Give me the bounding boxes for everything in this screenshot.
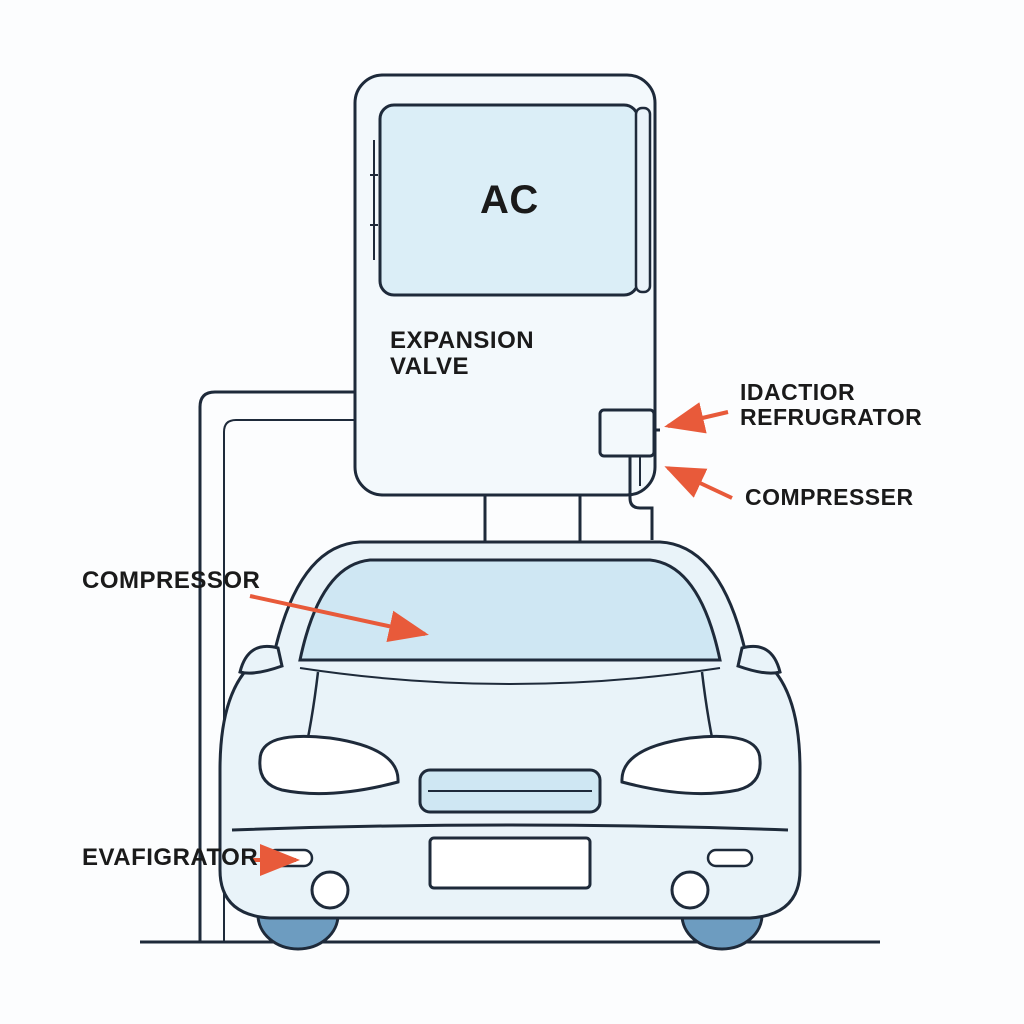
diagram-canvas: AC EXPANSIONVALVE IDACTIORREFRUGRATOR CO… (0, 0, 1024, 1024)
compressor-left-label: COMPRESSOR (82, 568, 260, 594)
mirror-left (240, 646, 282, 673)
idactior-refrugrator-label: IDACTIORREFRUGRATOR (740, 380, 922, 431)
ac-connector-box (600, 410, 654, 456)
fog-light-right (672, 872, 708, 908)
expansion-valve-text: EXPANSIONVALVE (390, 328, 534, 381)
fog-light-left (312, 872, 348, 908)
arrow-idactior (668, 412, 728, 426)
ac-title: AC (480, 178, 539, 222)
arrow-compresser-right (668, 468, 732, 498)
mirror-right (738, 646, 780, 673)
license-plate (430, 838, 590, 888)
car-windshield (300, 560, 720, 660)
side-marker-right (708, 850, 752, 866)
idactior-refrugrator-text: IDACTIORREFRUGRATOR (740, 380, 922, 431)
evafigrator-label: EVAFIGRATOR (82, 845, 258, 871)
expansion-valve-label: EXPANSIONVALVE (390, 328, 534, 381)
ac-unit-side-ridge (636, 108, 650, 292)
compresser-right-label: COMPRESSER (745, 485, 914, 510)
